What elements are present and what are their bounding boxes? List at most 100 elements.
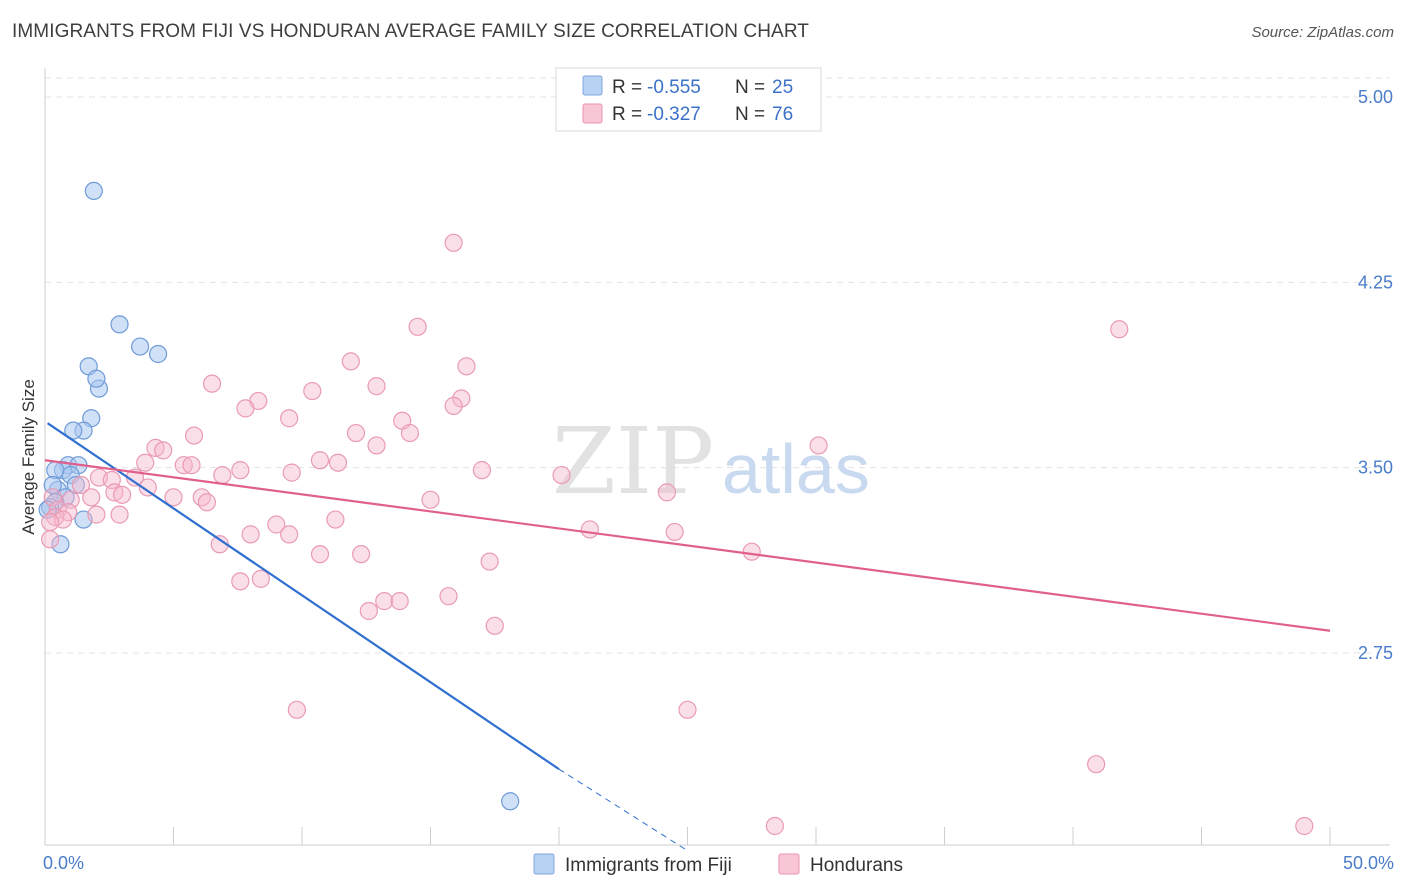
fiji-point-1 [110,315,129,334]
hondurans-point-23 [136,453,155,472]
bottom-legend-swatch-fiji [533,853,555,875]
hondurans-point-76 [1295,816,1314,836]
hondurans-point-68 [375,592,394,611]
hondurans-point-6 [303,381,322,401]
hondurans-point-30 [552,465,571,485]
hondurans-point-54 [267,515,286,534]
fiji-point-0 [84,181,103,201]
hondurans-point-70 [359,601,378,621]
hondurans-point-57 [280,525,299,544]
legend-r-label-fiji: R = [612,77,642,98]
hondurans-point-7 [367,377,386,396]
data-points [38,181,1314,836]
axes [44,68,1390,846]
legend-swatch-hondurans [582,103,603,124]
hondurans-point-58 [665,522,684,542]
hondurans-point-40 [164,488,183,507]
hondurans-point-11 [444,396,463,415]
hondurans-point-49 [110,505,129,524]
hondurans-point-10 [236,399,255,418]
legend-n-label-hondurans: N = [735,104,765,125]
y-tick-label-2: 3.50 [1358,458,1393,478]
hondurans-point-22 [328,453,348,472]
hondurans-point-48 [87,505,106,524]
hondurans-point-67 [439,587,458,606]
hondurans-point-2 [1110,320,1129,339]
hondurans-point-62 [310,545,330,564]
hondurans-point-52 [326,510,345,529]
hondurans-point-37 [657,483,677,502]
bottom-legend-swatch-hondurans [778,853,800,875]
y-axis-label: Average Family Size [19,379,38,535]
hondurans-point-35 [138,478,157,497]
legend-swatch-fiji [582,75,603,96]
hondurans-point-21 [310,451,330,470]
hondurans-point-75 [765,816,784,836]
hondurans-point-15 [400,423,420,443]
hondurans-point-34 [71,475,91,495]
hondurans-point-14 [346,423,366,443]
hondurans-point-12 [280,409,299,428]
legend-r-value-fiji: -0.555 [647,77,701,98]
y-tick-label-3: 2.75 [1358,643,1393,663]
hondurans-point-53 [41,512,60,532]
hondurans-point-44 [197,493,217,512]
fiji-trend-extension [558,768,688,852]
watermark-atlas: atlas [722,430,870,508]
hondurans-point-45 [421,490,440,509]
fiji-point-9 [64,421,83,440]
hondurans-point-65 [251,569,270,588]
hondurans-point-25 [182,456,201,475]
legend-r-label-hondurans: R = [612,104,642,125]
hondurans-point-4 [457,357,476,376]
legend-n-value-hondurans: 76 [772,104,793,125]
hondurans-point-69 [390,592,409,611]
hondurans-point-43 [192,488,211,507]
fiji-point-23 [51,535,70,554]
hondurans-point-20 [154,441,173,460]
y-tick-labels: 5.00 4.25 3.50 2.75 [1358,87,1393,663]
fiji-point-2 [130,337,150,356]
bottom-legend-label-fiji: Immigrants from Fiji [565,855,732,876]
hondurans-point-41 [82,488,101,507]
hondurans-point-56 [241,525,260,544]
hondurans-point-60 [41,530,60,549]
hondurans-point-29 [213,465,232,485]
hondurans-point-72 [287,700,306,719]
hondurans-trend-line [44,459,1331,632]
hondurans-point-64 [480,552,499,571]
fiji-point-14 [46,461,65,480]
hondurans-point-73 [678,700,697,719]
y-tick-label-1: 4.25 [1358,272,1393,292]
hondurans-point-38 [112,485,132,504]
hondurans-point-71 [485,616,504,635]
source-label: Source: ZipAtlas.com [1251,24,1394,41]
hondurans-point-74 [1087,755,1106,774]
bottom-legend-label-hondurans: Hondurans [810,855,903,876]
hondurans-point-5 [202,374,222,393]
hondurans-point-63 [352,545,371,564]
hondurans-point-1 [408,317,427,336]
hondurans-point-61 [742,542,761,561]
trend-lines [44,422,1331,852]
chart-title: IMMIGRANTS FROM FIJI VS HONDURAN AVERAGE… [12,21,810,42]
legend-n-label-fiji: N = [735,77,765,98]
legend: R = -0.555 N = 25 R = -0.327 N = 76 [555,67,822,132]
hondurans-point-3 [341,352,360,371]
fiji-point-5 [148,344,168,364]
hondurans-point-24 [174,456,193,475]
fiji-point-6 [87,369,106,388]
fiji-point-24 [501,792,520,811]
y-tick-label-0: 5.00 [1358,87,1393,107]
hondurans-point-17 [809,436,828,455]
hondurans-point-16 [184,426,204,445]
grid-lines [45,77,1390,654]
watermark-zip: ZIP [552,408,714,515]
bottom-legend: Immigrants from Fiji Hondurans [533,853,903,876]
fiji-trend-line [46,422,560,771]
legend-r-value-hondurans: -0.327 [647,104,701,125]
hondurans-point-28 [472,461,491,480]
hondurans-point-55 [580,520,599,539]
hondurans-point-8 [452,389,471,408]
x-tick-label-max: 50.0% [1343,853,1394,873]
